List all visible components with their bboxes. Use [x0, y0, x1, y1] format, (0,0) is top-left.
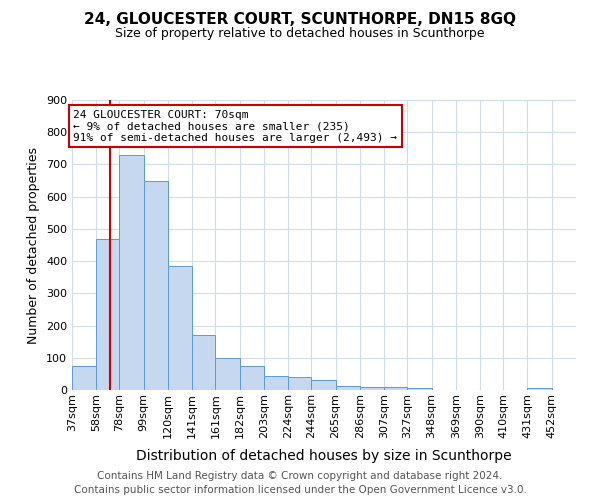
Bar [407, 388, 431, 390]
Bar [527, 388, 552, 390]
Bar [384, 387, 407, 390]
Text: Contains HM Land Registry data © Crown copyright and database right 2024.
Contai: Contains HM Land Registry data © Crown c… [74, 471, 526, 495]
Bar [360, 387, 384, 390]
Bar [119, 155, 143, 390]
Bar [168, 266, 192, 390]
Y-axis label: Number of detached properties: Number of detached properties [28, 146, 40, 344]
Text: Size of property relative to detached houses in Scunthorpe: Size of property relative to detached ho… [115, 28, 485, 40]
Bar [215, 358, 239, 390]
Bar [335, 386, 360, 390]
Bar [72, 366, 96, 390]
Bar [192, 334, 215, 390]
Bar [96, 238, 119, 390]
Bar [311, 380, 335, 390]
Bar [143, 180, 168, 390]
Text: 24 GLOUCESTER COURT: 70sqm
← 9% of detached houses are smaller (235)
91% of semi: 24 GLOUCESTER COURT: 70sqm ← 9% of detac… [73, 110, 397, 143]
Bar [264, 376, 288, 390]
Bar [288, 377, 311, 390]
Text: 24, GLOUCESTER COURT, SCUNTHORPE, DN15 8GQ: 24, GLOUCESTER COURT, SCUNTHORPE, DN15 8… [84, 12, 516, 28]
Bar [239, 366, 264, 390]
X-axis label: Distribution of detached houses by size in Scunthorpe: Distribution of detached houses by size … [136, 449, 512, 463]
